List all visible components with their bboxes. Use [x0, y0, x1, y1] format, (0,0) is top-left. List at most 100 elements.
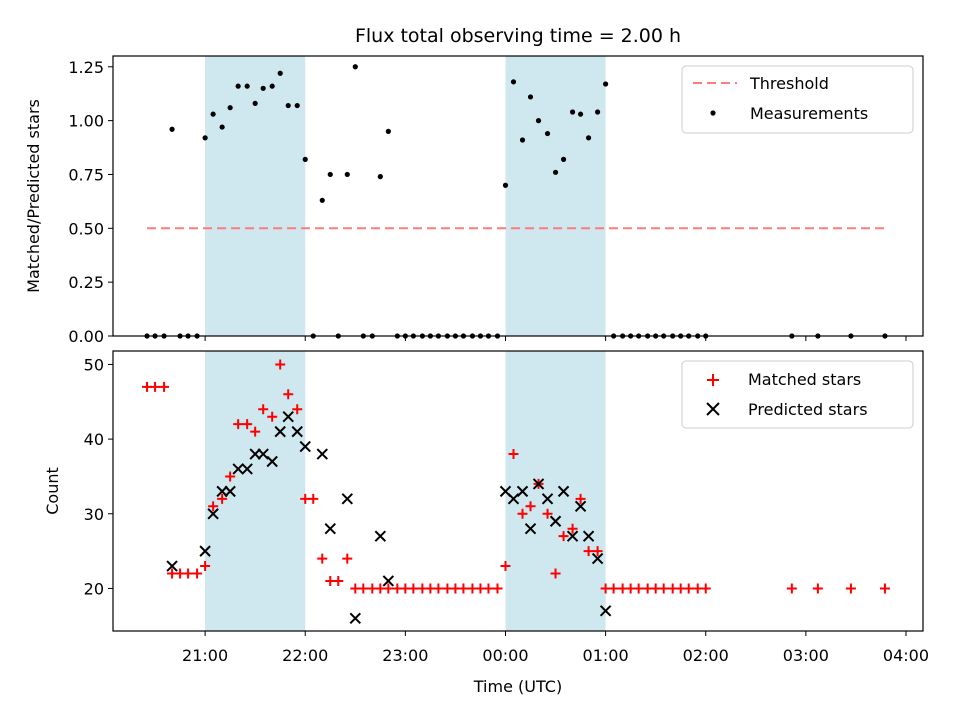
measurement-point	[294, 102, 300, 109]
matched-star-point	[225, 471, 236, 482]
matched-star-point	[517, 508, 528, 519]
legend-predicted-label: Predicted stars	[748, 400, 868, 419]
matched-star-point	[283, 389, 294, 400]
predicted-star-point	[574, 500, 587, 513]
shaded-region	[505, 56, 606, 336]
measurement-point	[244, 83, 250, 89]
matched-star-point	[275, 359, 286, 370]
y-tick-label: 20	[84, 579, 104, 598]
measurement-point	[519, 137, 526, 143]
matched-star-point	[575, 493, 586, 504]
measurement-point	[544, 130, 551, 137]
x-tick-label: 01:00	[583, 646, 629, 665]
y-tick-label: 0.00	[68, 327, 104, 346]
matched-star-point	[812, 583, 823, 594]
matched-star-point	[525, 501, 536, 512]
matched-star-point	[342, 553, 353, 564]
predicted-star-point	[324, 522, 336, 535]
matched-star-point	[383, 583, 394, 594]
measurement-point	[377, 174, 383, 180]
matched-star-point	[408, 583, 419, 594]
matched-star-point	[433, 583, 444, 594]
chart-title: Flux total observing time = 2.00 h	[355, 25, 681, 47]
measurement-point	[577, 111, 584, 117]
y-tick-label: 1.00	[68, 112, 104, 131]
top-plot-frame	[112, 55, 924, 337]
matched-star-point	[592, 546, 603, 557]
predicted-star-point	[207, 508, 219, 520]
matched-star-point	[317, 553, 328, 564]
shaded-region	[505, 351, 606, 631]
measurement-point	[235, 83, 241, 89]
matched-star-point	[567, 523, 578, 534]
x-tick-label: 03:00	[783, 646, 829, 665]
matched-star-point	[608, 583, 619, 594]
matched-star-point	[879, 583, 890, 594]
measurement-point	[527, 94, 534, 100]
measurement-point	[260, 85, 266, 91]
predicted-star-point	[341, 493, 353, 505]
predicted-star-point	[316, 448, 328, 460]
predicted-star-point	[582, 530, 595, 542]
matched-star-point	[633, 583, 644, 594]
legend-threshold-label: Threshold	[749, 74, 829, 93]
matched-star-point	[333, 575, 344, 586]
predicted-star-point	[591, 552, 604, 565]
predicted-star-point	[557, 485, 570, 498]
top-x-ticks	[204, 336, 907, 341]
x-axis-label: Time (UTC)	[473, 677, 562, 696]
bottom-y-axis-label: Count	[43, 467, 62, 515]
matched-star-point	[233, 419, 244, 430]
measurement-point	[594, 109, 601, 115]
predicted-star-point	[299, 440, 311, 453]
matched-star-point	[292, 404, 303, 415]
measurement-point	[210, 111, 216, 117]
matched-star-point	[159, 381, 170, 392]
matched-star-point	[786, 583, 797, 594]
predicted-star-point	[566, 530, 579, 542]
count-points	[142, 359, 890, 625]
matched-star-point	[683, 583, 694, 594]
predicted-star-point	[199, 545, 211, 557]
matched-star-point	[183, 568, 194, 579]
legend-matched-swatch	[707, 374, 719, 386]
predicted-star-point	[241, 463, 253, 475]
predicted-star-point	[232, 463, 244, 475]
bottom-legend: Matched stars Predicted stars	[681, 360, 914, 429]
predicted-star-point	[349, 612, 362, 625]
bottom-legend-box	[681, 360, 914, 429]
matched-star-point	[458, 583, 469, 594]
top-y-axis-label: Matched/Predicted stars	[24, 99, 43, 293]
measurement-point	[252, 100, 258, 106]
legend-predicted-swatch	[706, 402, 720, 416]
top-legend: Threshold Measurements	[681, 65, 914, 134]
measurement-point	[385, 128, 391, 134]
legend-matched-label: Matched stars	[748, 370, 861, 389]
matched-star-point	[200, 561, 211, 572]
y-tick-label: 50	[84, 355, 104, 374]
measurement-point	[569, 109, 576, 115]
x-tick-label: 00:00	[482, 646, 528, 665]
y-tick-label: 0.75	[68, 165, 104, 184]
measurement-point	[352, 64, 358, 70]
x-tick-label: 21:00	[182, 646, 228, 665]
top-legend-box	[681, 65, 914, 134]
measurement-point	[302, 156, 308, 162]
matched-star-point	[250, 426, 261, 437]
matched-star-point	[700, 583, 711, 594]
x-tick-label: 22:00	[282, 646, 328, 665]
y-tick-label: 1.25	[68, 58, 104, 77]
measurement-point	[502, 182, 509, 188]
matched-star-point	[583, 546, 594, 557]
y-tick-label: 0.50	[68, 219, 104, 238]
predicted-star-point	[532, 478, 545, 490]
measurement-point	[277, 70, 283, 76]
count-panel: 20 30 40 50 21:00 22:00 23:00 00:00 01:00 02:00 0…	[43, 350, 929, 696]
predicted-star-point	[541, 493, 554, 505]
measurement-point	[327, 171, 333, 178]
matched-star-point	[258, 404, 269, 415]
shaded-region	[205, 56, 306, 336]
measurement-point	[269, 83, 275, 89]
ratio-panel: 0.00 0.25 0.50 0.75 1.00 1.25 Matched/Predict…	[24, 55, 924, 346]
